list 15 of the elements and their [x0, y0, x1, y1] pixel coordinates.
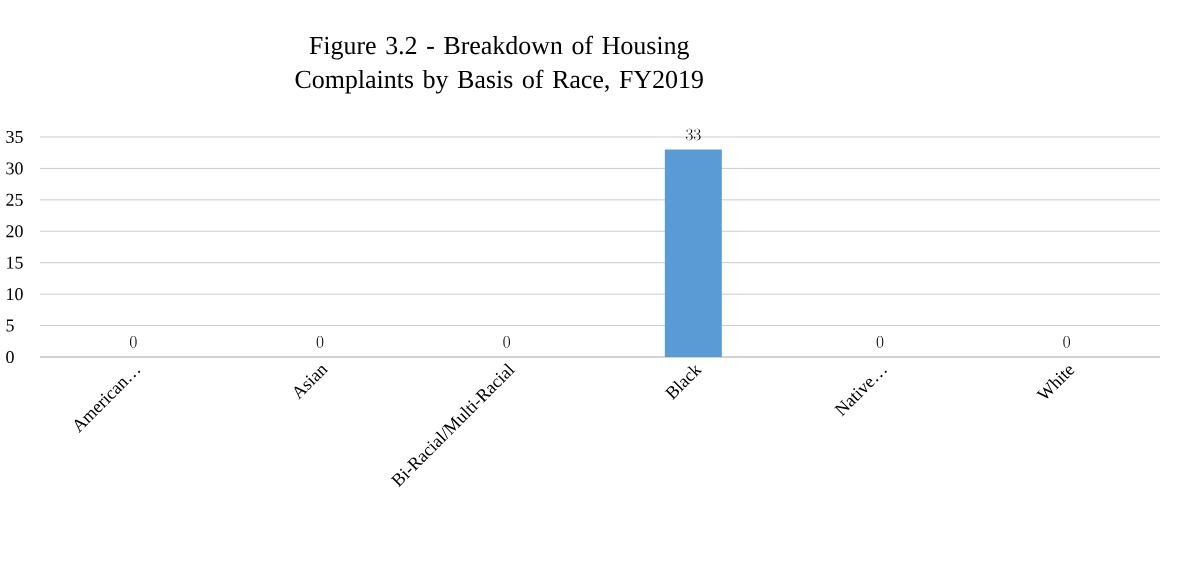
y-tick-label: 25 — [6, 193, 23, 206]
data-label: 0 — [1063, 336, 1070, 348]
y-tick-label: 30 — [6, 162, 23, 175]
y-tick-label: 10 — [7, 288, 23, 301]
chart-title: Figure 3.2 - Breakdown of Housing Complaints by Basis of Race, FY2019 — [295, 35, 703, 94]
y-tick-label: 15 — [7, 256, 23, 269]
y-tick-label: 0 — [6, 350, 14, 364]
data-label: 0 — [503, 336, 510, 348]
y-tick-label: 35 — [6, 130, 23, 144]
data-label: 0 — [130, 336, 137, 348]
data-label: 0 — [876, 336, 884, 348]
y-tick-label: 5 — [6, 319, 14, 332]
data-label: 33 — [686, 128, 701, 141]
y-tick-label: 20 — [6, 225, 23, 238]
data-label: 0 — [316, 336, 324, 348]
